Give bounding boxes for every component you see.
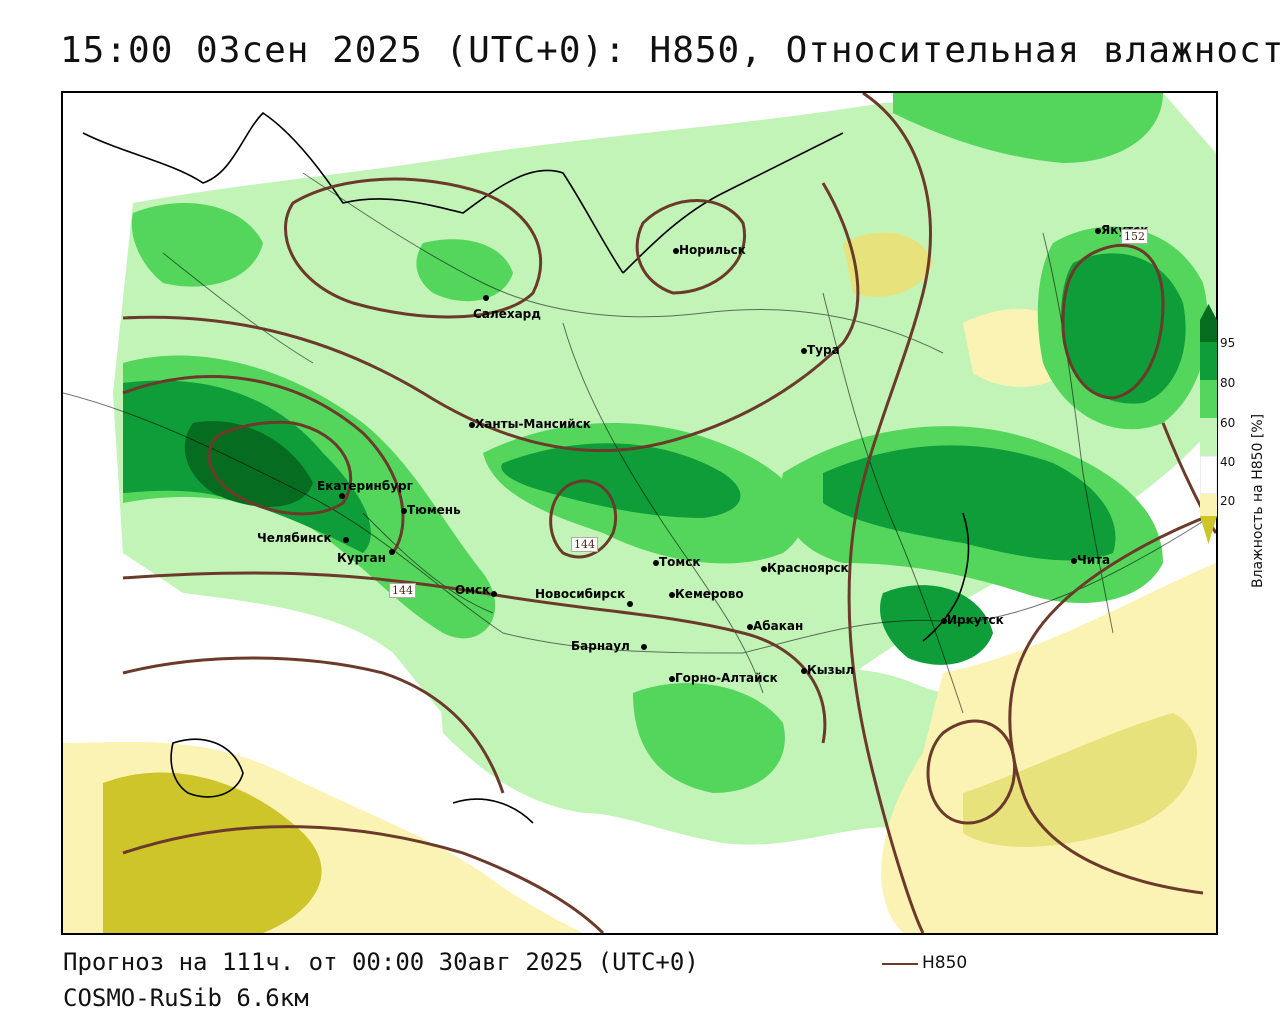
wet-area-altai (633, 683, 785, 793)
city-tura: Тура (801, 343, 840, 357)
colorbar-bin-95 (1200, 320, 1217, 342)
contour-legend-label: H850 (922, 953, 968, 973)
city-kemerovo: Кемерово (669, 587, 744, 601)
colorbar-tick: 20 (1220, 494, 1236, 508)
city-krasnoyarsk: Красноярск (761, 561, 849, 575)
very-wet-area-baikal (880, 585, 993, 665)
city-chelyabinsk: Челябинск (257, 531, 349, 545)
coastline (82, 111, 970, 824)
city-irkutsk: Иркутск (941, 613, 1004, 627)
colorbar-bin-60 (1200, 380, 1217, 418)
colorbar-tick: 95 (1220, 336, 1236, 350)
wet-area-northeast-edge (893, 93, 1163, 163)
colorbar-top-arrow (1200, 304, 1217, 320)
colorbar-bin-20 (1200, 455, 1217, 495)
very-wet-area-yakutia (1061, 253, 1186, 404)
contour-west-low (207, 420, 353, 516)
city-kurgan: Курган (337, 549, 395, 565)
humidity-field (63, 93, 1216, 933)
city-novosibirsk: Новосибирск (535, 587, 633, 607)
boundaries (63, 172, 1216, 714)
contour-southeast (1008, 511, 1216, 895)
contour-north-ring (284, 177, 543, 319)
colorbar-bin-80 (1200, 342, 1217, 380)
colorbar-tick: 40 (1220, 455, 1236, 469)
contour-norilsk (635, 199, 746, 295)
city-khanty-mansiysk: Ханты-Мансийск (469, 417, 591, 431)
city-omsk: Омск (455, 583, 497, 597)
colorbar-tick: 80 (1220, 376, 1236, 390)
colorbar-title: Влажность на H850 [%] (1250, 413, 1266, 588)
contour-south-big (122, 825, 605, 933)
humidity-colorbar (1200, 304, 1217, 544)
colorbar-tick: 60 (1220, 416, 1236, 430)
city-chita: Чита (1071, 553, 1110, 567)
map-panel: Салехард Норильск Якутск Тура Ханты-Манс… (61, 91, 1218, 935)
very-wet-band-central (501, 443, 741, 518)
saturated-core-west (184, 421, 313, 507)
h850-contours (122, 93, 1216, 933)
colorbar-bottom-arrow (1200, 516, 1217, 544)
colorbar-bin-10 (1200, 494, 1217, 516)
very-dry-area-southwest (103, 772, 322, 933)
contour-label: 152 (1121, 229, 1148, 244)
forecast-info: Прогноз на 111ч. от 00:00 30авг 2025 (UT… (63, 948, 699, 976)
contour-east-big (847, 93, 932, 933)
dry-area-southeast (881, 563, 1216, 933)
contour-label: 144 (571, 537, 598, 552)
contour-yakutsk (1061, 243, 1165, 400)
city-norilsk: Норильск (673, 243, 746, 257)
contour-north-long (122, 182, 860, 453)
contour-southwest (122, 656, 505, 794)
contour-central-low (549, 479, 618, 559)
model-name: COSMO-RuSib 6.6км (63, 984, 309, 1012)
city-gorno-altaysk: Горно-Алтайск (669, 671, 778, 685)
city-salekhard: Салехард (473, 295, 551, 321)
contour-legend-line (882, 963, 918, 965)
city-barnaul: Барнаул (571, 639, 647, 653)
city-kyzyl: Кызыл (801, 663, 854, 677)
very-dry-area-southeast (963, 713, 1197, 847)
contour-south (122, 571, 827, 744)
contour-label: 144 (389, 583, 416, 598)
contour-east-lake (926, 719, 1016, 825)
wet-area-north-kara (131, 203, 263, 287)
map-title: 15:00 03сен 2025 (UTC+0): H850, Относите… (60, 30, 1280, 71)
very-wet-band-east (823, 445, 1116, 561)
city-abakan: Абакан (747, 619, 803, 633)
city-yekaterinburg: Екатеринбург (317, 479, 413, 499)
dry-area-northeast (843, 232, 933, 297)
city-tomsk: Томск (653, 555, 701, 569)
colorbar-bin-40 (1200, 418, 1217, 456)
city-tyumen: Тюмень (401, 503, 461, 517)
